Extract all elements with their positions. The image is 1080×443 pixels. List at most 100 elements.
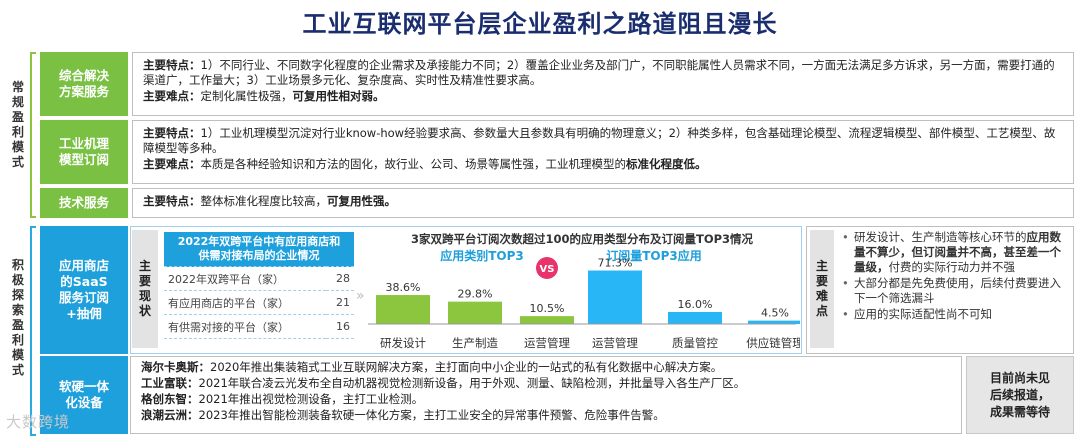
bracket-exploring [30,226,36,436]
label-char: 点 [815,304,828,318]
bar-value-label: 29.8% [458,288,493,301]
company-name: 工业富联： [141,376,199,390]
table-header: 2022年双跨平台中有应用商店和 供需对接布局的企业情况 [164,232,354,267]
category-line: 模型订阅 [58,152,109,167]
category-label: 运营管理 [592,336,638,350]
page-title: 工业互联网平台层企业盈利之路道阻且漫长 [302,10,778,38]
status-note: 目前尚未见 后续报道， 成果需等待 [966,356,1074,434]
category-line: 综合解决 [58,68,109,83]
feature-label: 主要特点： [143,194,201,208]
category-line: +抽佣 [66,306,102,321]
bar-value-label: 4.5% [761,307,789,320]
feature-text: 整体标准化程度比较高， [200,194,328,208]
list-item: 海尔卡奥斯：2020年推出集装箱式工业互联网解决方案，主打面向中小企业的一站式的… [141,359,951,375]
difficulty-text: 定制化属性极强， [200,89,293,103]
mechanism-content: 主要特点：1）工业机理模型沉淀对行业know-how经验要求高、参数量大且参数具… [132,120,1074,184]
table-header-line: 2022年双跨平台中有应用商店和 [177,235,341,248]
side-label-char: 式 [11,155,24,169]
table-row: 有应用商店的平台（家） 21 [164,290,354,315]
watermark: 大数跨境 [6,413,71,431]
status-line: 成果需等待 [989,404,1050,419]
item-text: 应用的实际适配性尚不可知 [854,307,992,321]
bar-value-label: 16.0% [678,298,713,311]
category-line: 技术服务 [58,195,109,210]
table-cell-value: 28 [326,266,354,291]
category-label: 研发设计 [380,336,426,350]
difficulty-label: 主要难点： [143,89,201,103]
company-name: 浪潮云洲： [141,408,199,422]
list-item: 应用的实际适配性尚不可知 [840,307,1070,322]
table-header-line: 供需对接布局的企业情况 [198,249,320,262]
side-label-char: 盈 [11,110,24,124]
table-cell-value: 21 [326,290,354,315]
category-label: 运营管理 [524,336,570,350]
category-line: 应用商店 [58,258,109,273]
bar [588,270,642,324]
label-char: 要 [815,274,828,288]
table-row: 有供需对接的平台（家） 16 [164,314,354,339]
list-item: 工业富联：2021年联合凌云光发布全自动机器视觉检测新设备，用于外观、测量、缺陷… [141,375,951,391]
list-item: 大部分都是先免费使用，后续付费要进入下一个筛选漏斗 [840,276,1070,306]
table-cell-value: 16 [326,314,354,339]
list-item: 浪潮云洲：2023年推出智能检测装备软硬一体化方案，主打工业安全的异常事件预警、… [141,407,951,423]
category-integrated-solution: 综合解决 方案服务 [40,52,128,116]
table-cell-name: 有应用商店的平台（家） [164,290,326,315]
side-label-char: 规 [11,95,24,109]
label-char: 要 [138,274,151,288]
platform-table: 2022年双跨平台中有应用商店和 供需对接布局的企业情况 2022年双跨平台（家… [164,232,354,339]
side-label-char: 模 [11,140,24,154]
side-label-char: 利 [11,333,24,347]
label-char: 主 [815,259,828,273]
category-line: 化设备 [65,395,103,410]
company-text: 2020年推出集装箱式工业互联网解决方案，主打面向中小企业的一站式的私有化数据中… [210,360,723,374]
category-app-store: 应用商店 的SaaS 服务订阅 +抽佣 [40,226,128,354]
side-label-char: 索 [11,303,24,317]
table-row: 2022年双跨平台（家） 28 [164,266,354,291]
label-char: 现 [138,289,151,303]
company-name: 海尔卡奥斯： [141,360,210,374]
difficulty-bold: 标准化程度低。 [626,157,707,171]
list-item: 格创东智：2021年推出视觉检测设备，主打工业检测。 [141,391,951,407]
status-line: 目前尚未见 [989,370,1050,385]
category-label: 供应链管理 [746,336,800,350]
category-line: 服务订阅 [58,290,109,305]
feature-label: 主要特点： [143,58,201,72]
hardware-content: 海尔卡奥斯：2020年推出集装箱式工业互联网解决方案，主打面向中小企业的一站式的… [130,356,962,434]
chart-title: 3家双跨平台订阅次数超过100的应用类型分布及订阅量TOP3情况 [411,232,754,246]
item-text: 研发设计、生产制造等核心环节的 [854,230,1027,244]
feature-text: 1）工业机理模型沉淀对行业know-how经验要求高、参数量大且参数具有明确的物… [143,126,1056,155]
side-label-char: 模 [11,348,24,362]
category-line: 工业机理 [58,136,109,151]
integrated-content: 主要特点：1）不同行业、不同数字化程度的企业需求及承接能力不同；2）覆盖企业业务… [132,52,1074,116]
difficulty-list: 研发设计、生产制造等核心环节的应用数量不算少，但订阅量并不高，甚至差一个量级，付… [840,230,1070,323]
tech-content: 主要特点：整体标准化程度比较高，可复用性强。 [132,188,1074,218]
side-label-char: 利 [11,125,24,139]
side-label-char: 盈 [11,318,24,332]
company-name: 格创东智： [141,392,199,406]
category-line: 方案服务 [58,84,109,99]
label-char: 主 [138,259,151,273]
legend-label: 订阅量TOP3应用 [606,248,702,263]
side-label-exploring: 积极探索盈利模式 [7,258,29,378]
label-char: 状 [138,304,151,318]
side-label-char: 极 [11,273,24,287]
bar-value-label: 10.5% [530,302,565,315]
legend-label: 应用类别TOP3 [440,248,524,263]
vs-badge [536,257,558,279]
item-bold: 应用数量不算少，但订阅量并不高，甚至差一个量级， [854,230,1061,274]
table-cell-name: 2022年双跨平台（家） [164,266,326,291]
difficulty-bold: 可复用性相对弱。 [292,89,385,103]
bracket-conventional [30,52,36,218]
category-line: 软硬一体 [58,379,109,394]
current-status-label: 主 要 现 状 [132,230,158,348]
subscription-chart: 3家双跨平台订阅次数超过100的应用类型分布及订阅量TOP3情况应用类别TOP3… [368,232,800,350]
difficulty-text: 本质是各种经验知识和方法的固化，故行业、公司、场景等属性强，工业机理模型的 [200,157,627,171]
side-label-char: 常 [11,80,24,94]
chevron-right-icon: » [356,288,365,304]
item-text: 大部分都是先免费使用，后续付费要进入下一个筛选漏斗 [854,276,1061,305]
company-text: 2023年推出智能检测装备软硬一体化方案，主打工业安全的异常事件预警、危险事件告… [198,408,665,422]
category-tech-service: 技术服务 [40,188,128,218]
category-label: 质量管控 [672,336,718,350]
category-hardware: 软硬一体 化设备 [40,356,128,434]
table-cell-name: 有供需对接的平台（家） [164,314,326,339]
